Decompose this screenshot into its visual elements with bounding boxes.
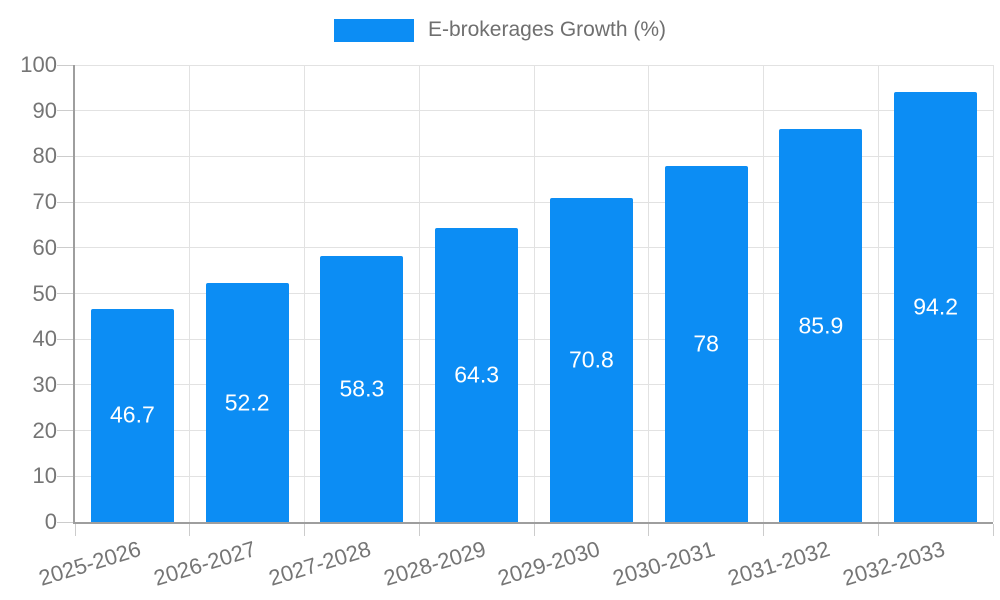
bar[interactable]: 94.2 [894,91,978,522]
y-axis-line [73,65,75,524]
x-axis-label: 2031-2032 [724,536,833,591]
y-axis-tick [57,110,73,112]
y-axis-tick [57,475,73,477]
y-axis-tick [57,201,73,203]
y-axis-label: 10 [32,463,57,489]
y-axis-labels: 0 10 20 30 40 50 60 70 80 90 100 [0,54,57,533]
gridline-vertical [533,65,535,522]
x-axis-label: 2028-2029 [380,536,489,591]
bar-value-label: 52.2 [224,389,270,416]
y-axis-tick [57,247,73,249]
bar[interactable]: 52.2 [205,283,289,522]
gridline-vertical [763,65,764,522]
bar-value-label: 46.7 [109,401,155,428]
x-axis-line [73,522,993,524]
x-axis-label: 2032-2033 [839,536,948,591]
legend-swatch [333,18,414,42]
y-axis-label: 80 [32,143,57,169]
y-axis-label: 30 [32,371,57,397]
bar[interactable]: 78 [664,165,748,522]
y-axis-label: 100 [20,52,57,77]
x-axis-tick [992,524,994,536]
y-axis-label: 60 [32,234,57,260]
y-axis-tick [57,64,73,66]
bar-value-label: 58.3 [339,375,385,402]
bar-value-label: 78 [693,330,719,357]
y-axis-tick [57,338,73,340]
bar-value-label: 70.8 [568,346,614,373]
plot-area: 46.7 52.2 58.3 64.3 70.8 78 85.9 94.2 [57,64,994,536]
bar-value-label: 94.2 [913,293,958,320]
y-axis-label: 0 [44,509,57,534]
x-axis-tick [533,524,535,536]
gridline-vertical [992,65,994,522]
x-axis-tick [189,524,191,536]
x-axis-tick [74,524,76,536]
y-axis-label: 20 [32,417,57,443]
y-axis-label: 40 [32,326,57,352]
x-axis-label: 2029-2030 [495,536,604,591]
x-axis-label: 2026-2027 [150,536,259,591]
x-axis-tick [304,524,305,536]
bar[interactable]: 46.7 [90,308,174,522]
x-axis-tick [763,524,764,536]
bar[interactable]: 85.9 [779,129,863,522]
gridline-vertical [418,65,420,522]
bar[interactable]: 64.3 [435,228,519,522]
x-axis-label: 2027-2028 [265,536,374,591]
gridline-vertical [648,65,650,522]
x-axis-tick [418,524,420,536]
gridline-vertical [877,65,879,522]
x-axis-tick [648,524,650,536]
bar[interactable]: 58.3 [320,255,404,522]
bar[interactable]: 70.8 [549,198,633,522]
x-axis-labels: 2025-2026 2026-2027 2027-2028 2028-2029 2029… [36,528,993,600]
legend[interactable]: E-brokerages Growth (%) [0,18,1000,42]
y-axis-label: 90 [32,97,57,123]
y-axis-tick [57,521,73,523]
bar-value-label: 64.3 [454,361,499,388]
bar-value-label: 85.9 [798,312,844,339]
gridline-vertical [304,65,305,522]
y-axis-label: 50 [32,280,57,306]
x-axis-label: 2025-2026 [36,536,145,591]
y-axis-label: 70 [32,189,57,215]
legend-label: E-brokerages Growth (%) [427,18,667,41]
x-axis-label: 2030-2031 [609,536,718,591]
y-axis-tick [57,430,73,432]
y-axis-tick [57,293,73,294]
gridline-vertical [189,65,191,522]
x-axis-tick [877,524,879,536]
y-axis-tick [57,384,73,386]
y-axis-tick [57,155,73,157]
